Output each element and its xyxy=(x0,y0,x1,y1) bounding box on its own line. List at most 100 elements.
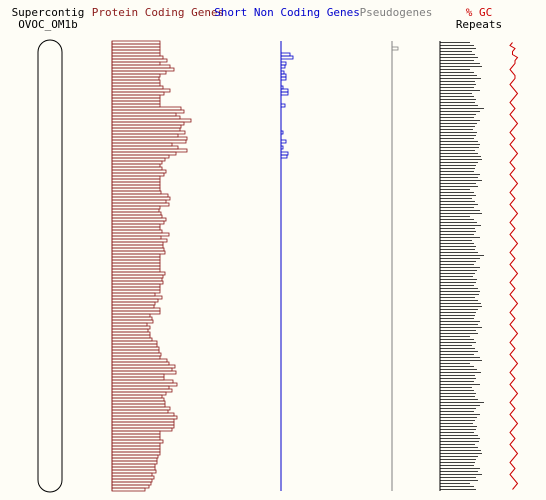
protein-bar-43 xyxy=(111,169,167,174)
protein-bar-106 xyxy=(111,358,168,363)
protein-bar-22 xyxy=(111,106,182,111)
protein-bar-108 xyxy=(111,364,176,369)
protein-bar-50 xyxy=(111,190,162,195)
protein-bar-146 xyxy=(111,478,153,483)
protein-bar-103 xyxy=(111,349,160,354)
protein-bar-59 xyxy=(111,217,167,222)
protein-bar-81 xyxy=(111,283,161,288)
protein-bar-18 xyxy=(111,94,161,99)
protein-bar-4 xyxy=(111,52,161,57)
protein-bar-147 xyxy=(111,481,152,486)
protein-bar-5 xyxy=(111,55,164,60)
protein-bar-39 xyxy=(111,157,166,162)
protein-bar-71 xyxy=(111,253,161,258)
protein-bar-101 xyxy=(111,343,158,348)
protein-bar-143 xyxy=(111,469,157,474)
protein-bar-76 xyxy=(111,268,161,273)
protein-bar-6 xyxy=(111,58,168,63)
protein-bar-117 xyxy=(111,391,167,396)
protein-bar-77 xyxy=(111,271,166,276)
protein-bar-125 xyxy=(111,415,178,420)
protein-bar-15 xyxy=(111,85,164,90)
protein-bar-78 xyxy=(111,274,164,279)
protein-bar-97 xyxy=(111,331,151,336)
protein-coding-track xyxy=(111,40,192,492)
gc-label: % GC xyxy=(466,6,493,19)
supercontig-ideogram xyxy=(37,39,63,493)
supercontig-name: OVOC_OM1b xyxy=(18,18,78,31)
protein-bar-24 xyxy=(111,112,177,117)
protein-bar-140 xyxy=(111,460,158,465)
protein-bar-82 xyxy=(111,286,161,291)
protein-bar-126 xyxy=(111,418,175,423)
protein-bar-89 xyxy=(111,307,161,312)
protein-bar-113 xyxy=(111,379,174,384)
protein-bar-42 xyxy=(111,166,163,171)
protein-bar-69 xyxy=(111,247,165,252)
repeats-track xyxy=(440,42,484,490)
protein-bar-20 xyxy=(111,100,161,105)
protein-bar-131 xyxy=(111,433,161,438)
protein-bar-45 xyxy=(111,175,161,180)
protein-bar-28 xyxy=(111,124,182,129)
protein-bar-73 xyxy=(111,259,161,264)
protein-bar-120 xyxy=(111,400,166,405)
short-non-coding-track xyxy=(280,52,294,159)
protein-coding-label: Protein Coding Genes xyxy=(92,6,224,19)
protein-bar-107 xyxy=(111,361,170,366)
protein-bar-84 xyxy=(111,292,156,297)
protein-bar-38 xyxy=(111,154,170,159)
protein-bar-144 xyxy=(111,472,153,477)
protein-bar-47 xyxy=(111,181,161,186)
protein-bar-13 xyxy=(111,79,161,84)
short-nc-bar-37 xyxy=(280,151,289,156)
protein-bar-44 xyxy=(111,172,165,177)
protein-bar-64 xyxy=(111,232,170,237)
protein-bar-116 xyxy=(111,388,173,393)
protein-bar-68 xyxy=(111,244,164,249)
protein-bar-32 xyxy=(111,136,188,141)
protein-bar-19 xyxy=(111,97,161,102)
protein-bar-10 xyxy=(111,70,167,75)
gc-percent-line xyxy=(509,42,519,490)
protein-bar-110 xyxy=(111,370,177,375)
protein-bar-112 xyxy=(111,376,165,381)
protein-bar-79 xyxy=(111,277,163,282)
protein-bar-30 xyxy=(111,130,186,135)
protein-bar-62 xyxy=(111,226,161,231)
protein-bar-149 xyxy=(111,487,146,492)
protein-bar-16 xyxy=(111,88,171,93)
protein-bar-85 xyxy=(111,295,163,300)
protein-bar-141 xyxy=(111,463,156,468)
protein-bar-135 xyxy=(111,445,161,450)
protein-bar-1 xyxy=(111,43,161,48)
protein-bar-23 xyxy=(111,109,185,114)
short-nc-bar-21 xyxy=(280,103,286,108)
protein-bar-88 xyxy=(111,304,155,309)
protein-bar-51 xyxy=(111,193,169,198)
protein-bar-102 xyxy=(111,346,160,351)
protein-bar-130 xyxy=(111,430,161,435)
protein-bar-148 xyxy=(111,484,150,489)
protein-bar-36 xyxy=(111,148,188,153)
protein-bar-8 xyxy=(111,64,171,69)
protein-bar-139 xyxy=(111,457,158,462)
protein-bar-119 xyxy=(111,397,165,402)
protein-bar-14 xyxy=(111,82,161,87)
protein-bar-70 xyxy=(111,250,166,255)
protein-bar-35 xyxy=(111,145,179,150)
protein-bar-41 xyxy=(111,163,161,168)
protein-bar-25 xyxy=(111,115,181,120)
protein-bar-109 xyxy=(111,367,173,372)
short-nc-bar-4 xyxy=(280,52,291,57)
protein-bar-48 xyxy=(111,184,161,189)
protein-bar-128 xyxy=(111,424,175,429)
pseudogene-bar-2 xyxy=(391,46,399,51)
short-nc-bar-11 xyxy=(280,73,287,78)
protein-bar-17 xyxy=(111,91,165,96)
protein-bar-52 xyxy=(111,196,171,201)
short-nc-bar-33 xyxy=(280,139,287,144)
protein-bar-60 xyxy=(111,220,165,225)
header: Supercontig OVOC_OM1b Protein Coding Gen… xyxy=(12,6,503,31)
